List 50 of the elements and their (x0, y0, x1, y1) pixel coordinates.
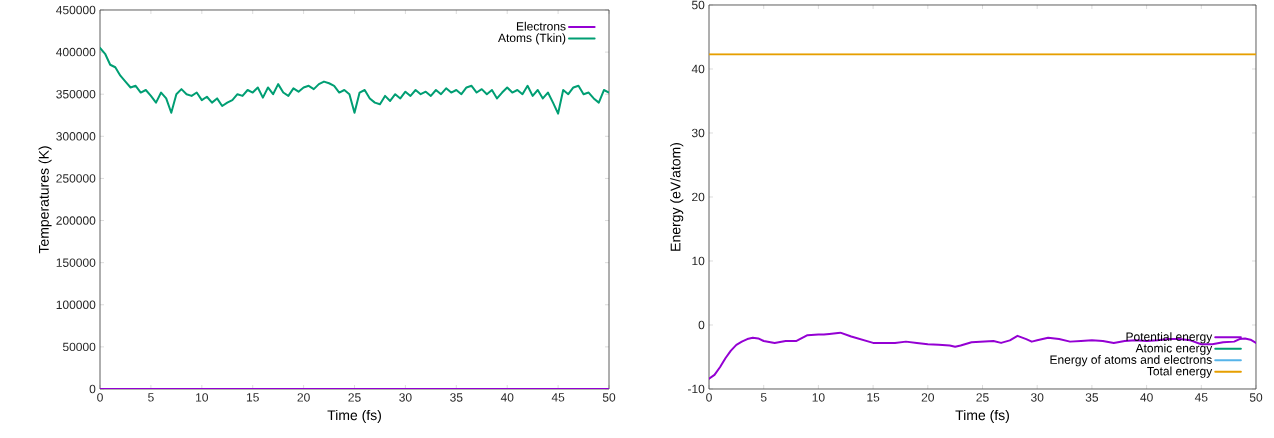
x-tick-label: 20 (921, 393, 935, 402)
x-tick-label: 25 (976, 393, 989, 402)
y-tick-label: 400000 (56, 47, 96, 57)
legend-label: Total energy (1147, 366, 1213, 378)
y-tick-label: 450000 (56, 5, 96, 15)
y-tick-label: 200000 (56, 216, 96, 225)
x-tick-label: 45 (1194, 393, 1208, 402)
x-tick-label: 20 (297, 393, 310, 402)
x-tick-label: 35 (1085, 393, 1099, 402)
legend-label: Atoms (Tkin) (498, 33, 566, 45)
y-tick-label: 20 (692, 192, 705, 202)
legend-label: Potential energy (1126, 332, 1213, 344)
x-tick-label: 50 (602, 393, 616, 402)
x-tick-label: 50 (1249, 393, 1263, 402)
x-tick-label: 40 (500, 393, 514, 402)
y-tick-label: 0 (698, 320, 705, 330)
y-tick-label: 50 (691, 0, 705, 10)
y-tick-label: 250000 (56, 174, 96, 183)
x-tick-label: 30 (1030, 393, 1044, 402)
y-tick-label: 10 (692, 256, 705, 266)
x-tick-label: 15 (867, 393, 880, 402)
x-tick-label: 25 (348, 393, 361, 402)
x-tick-label: 0 (97, 393, 103, 402)
y-tick-label: 0 (89, 384, 96, 394)
x-tick-label: 10 (812, 393, 825, 402)
y-tick-label: 150000 (56, 258, 96, 267)
y-tick-label: 350000 (56, 89, 96, 99)
legend-label: Atomic energy (1135, 343, 1213, 355)
y-axis-title: Energy (eV/atom) (670, 143, 684, 251)
legend-label: Energy of atoms and electrons (1050, 355, 1212, 367)
y-tick-label: 300000 (56, 132, 96, 141)
line-series (100, 46, 609, 115)
legend-label: Electrons (516, 21, 566, 31)
x-tick-label: 5 (148, 393, 154, 402)
x-tick-label: 45 (551, 393, 565, 402)
x-tick-label: 35 (450, 393, 463, 402)
x-tick-label: 10 (196, 393, 209, 402)
x-tick-label: 40 (1140, 393, 1153, 402)
x-axis-title: Time (fs) (327, 409, 381, 423)
x-tick-label: 30 (399, 393, 412, 402)
y-tick-label: 100000 (56, 300, 96, 310)
y-tick-label: 30 (691, 128, 705, 138)
y-axis-title: Temperatures (K) (38, 146, 52, 254)
x-axis-title: Time (fs) (955, 409, 1009, 423)
x-tick-label: 0 (706, 393, 712, 402)
y-tick-label: 40 (691, 64, 705, 74)
y-tick-label: -10 (688, 384, 705, 394)
x-tick-label: 15 (246, 393, 259, 402)
x-tick-label: 5 (760, 393, 767, 402)
y-tick-label: 50000 (62, 342, 96, 352)
